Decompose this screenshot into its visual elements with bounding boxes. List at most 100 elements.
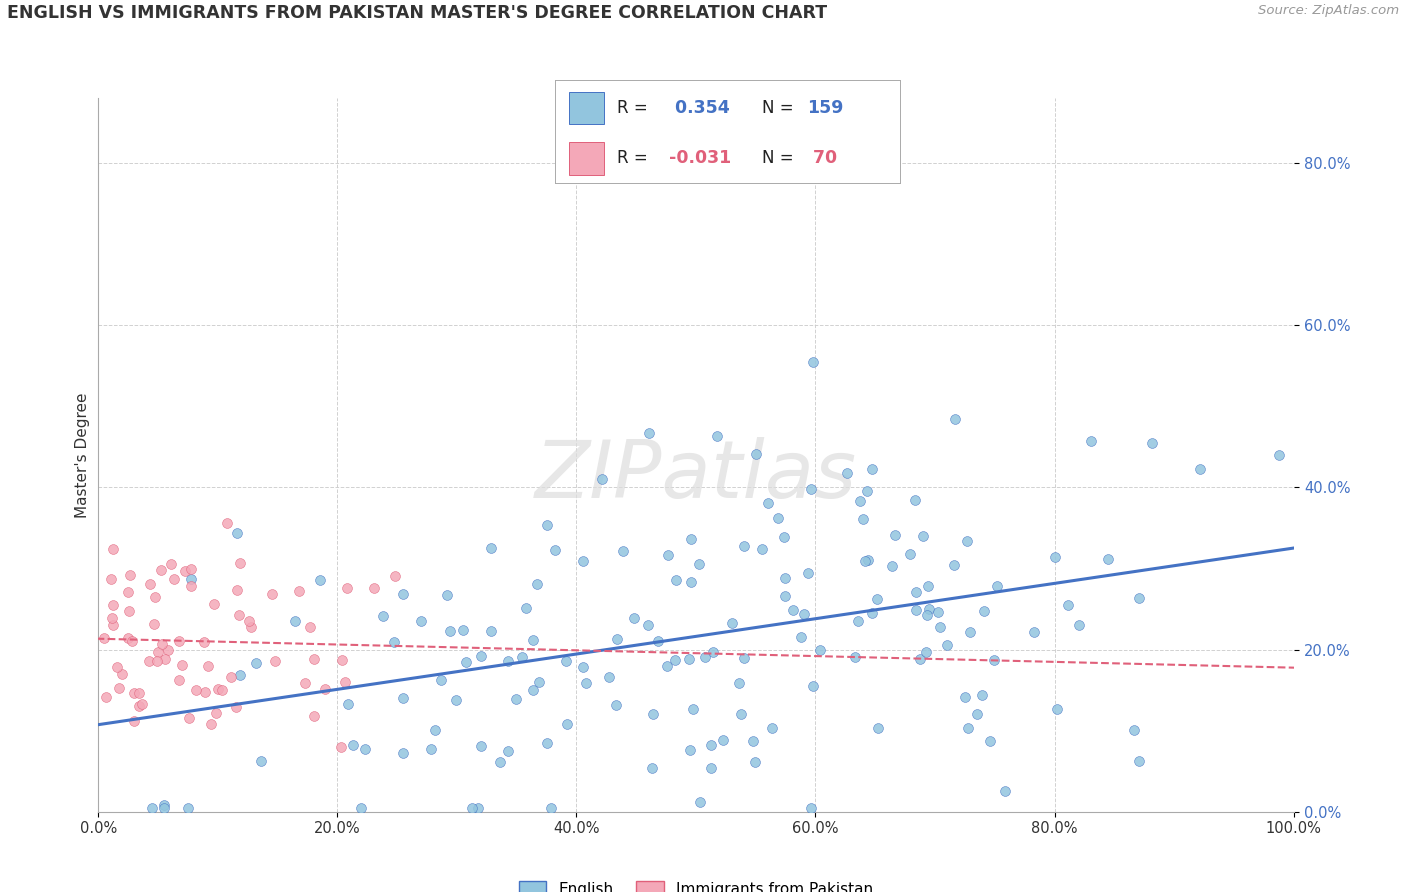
Bar bbox=[569, 92, 603, 124]
Point bbox=[148, 644, 170, 658]
Point bbox=[149, 563, 172, 577]
Point bbox=[721, 616, 744, 631]
Point bbox=[773, 589, 796, 603]
Point bbox=[174, 564, 197, 578]
Text: N =: N = bbox=[762, 99, 799, 117]
Point bbox=[911, 529, 934, 543]
Point bbox=[853, 554, 876, 568]
Point bbox=[575, 676, 598, 690]
Point bbox=[461, 800, 484, 814]
Text: Source: ZipAtlas.com: Source: ZipAtlas.com bbox=[1258, 4, 1399, 18]
Point bbox=[138, 654, 160, 668]
Point bbox=[966, 706, 988, 721]
Point bbox=[571, 660, 593, 674]
Point bbox=[744, 755, 766, 769]
Point bbox=[153, 797, 176, 812]
Point bbox=[1045, 702, 1067, 716]
Point bbox=[693, 649, 716, 664]
Point bbox=[197, 659, 219, 673]
Point bbox=[973, 604, 995, 618]
Point bbox=[103, 542, 125, 557]
Point bbox=[425, 723, 447, 738]
Point bbox=[121, 633, 143, 648]
Point bbox=[470, 739, 492, 754]
Point bbox=[1024, 625, 1046, 640]
Point bbox=[373, 609, 395, 624]
Point bbox=[730, 706, 752, 721]
Point bbox=[202, 597, 225, 611]
Point bbox=[156, 643, 179, 657]
Text: R =: R = bbox=[617, 149, 654, 167]
Point bbox=[936, 638, 959, 652]
Point bbox=[702, 645, 724, 659]
Point bbox=[688, 557, 710, 571]
Point bbox=[655, 659, 678, 673]
Text: N =: N = bbox=[762, 149, 799, 167]
Point bbox=[330, 740, 353, 755]
Point bbox=[953, 690, 976, 705]
Point bbox=[146, 654, 169, 668]
Point bbox=[929, 620, 952, 634]
Point bbox=[238, 614, 260, 628]
Point bbox=[927, 605, 949, 619]
Point bbox=[846, 614, 869, 628]
Point bbox=[796, 566, 818, 580]
Point bbox=[527, 674, 550, 689]
Point bbox=[172, 658, 194, 673]
Point bbox=[1069, 618, 1091, 632]
Point bbox=[128, 686, 150, 700]
Point bbox=[100, 573, 122, 587]
Point bbox=[745, 447, 768, 461]
Point bbox=[900, 547, 922, 561]
Point bbox=[914, 645, 936, 659]
Point bbox=[439, 624, 461, 639]
Point bbox=[606, 632, 628, 647]
Point bbox=[382, 635, 405, 649]
Point bbox=[470, 649, 492, 664]
Point bbox=[756, 496, 779, 510]
Point bbox=[141, 800, 163, 814]
Point bbox=[555, 654, 578, 668]
Point bbox=[215, 516, 238, 531]
Point bbox=[612, 544, 634, 558]
Point bbox=[211, 683, 233, 698]
Point bbox=[837, 466, 859, 480]
Point bbox=[392, 587, 415, 601]
Point bbox=[682, 701, 704, 715]
Point bbox=[139, 577, 162, 591]
Point bbox=[392, 691, 415, 706]
Point bbox=[641, 761, 664, 775]
Point bbox=[544, 543, 567, 558]
Point bbox=[728, 676, 751, 690]
Point bbox=[515, 601, 537, 615]
Point bbox=[479, 541, 502, 555]
Y-axis label: Master's Degree: Master's Degree bbox=[75, 392, 90, 517]
Point bbox=[122, 714, 145, 729]
Point bbox=[856, 553, 879, 567]
Point bbox=[111, 667, 134, 681]
Point bbox=[761, 721, 783, 735]
Point bbox=[336, 582, 359, 596]
Point bbox=[605, 698, 627, 712]
Point bbox=[522, 633, 544, 648]
Point bbox=[1189, 462, 1212, 476]
Point bbox=[342, 738, 364, 752]
Point bbox=[219, 670, 242, 684]
Point bbox=[250, 754, 273, 768]
Point bbox=[572, 553, 595, 567]
Point bbox=[679, 743, 702, 757]
Point bbox=[180, 562, 202, 576]
Point bbox=[526, 576, 548, 591]
Point bbox=[623, 611, 645, 625]
Point bbox=[288, 583, 311, 598]
Point bbox=[229, 668, 252, 682]
Point bbox=[153, 652, 176, 666]
Text: 159: 159 bbox=[807, 99, 844, 117]
Point bbox=[970, 688, 993, 702]
Text: -0.031: -0.031 bbox=[669, 149, 731, 167]
Point bbox=[1080, 434, 1102, 448]
Point bbox=[467, 800, 489, 814]
Text: 0.354: 0.354 bbox=[669, 99, 730, 117]
Point bbox=[263, 654, 285, 668]
Point bbox=[363, 581, 385, 595]
